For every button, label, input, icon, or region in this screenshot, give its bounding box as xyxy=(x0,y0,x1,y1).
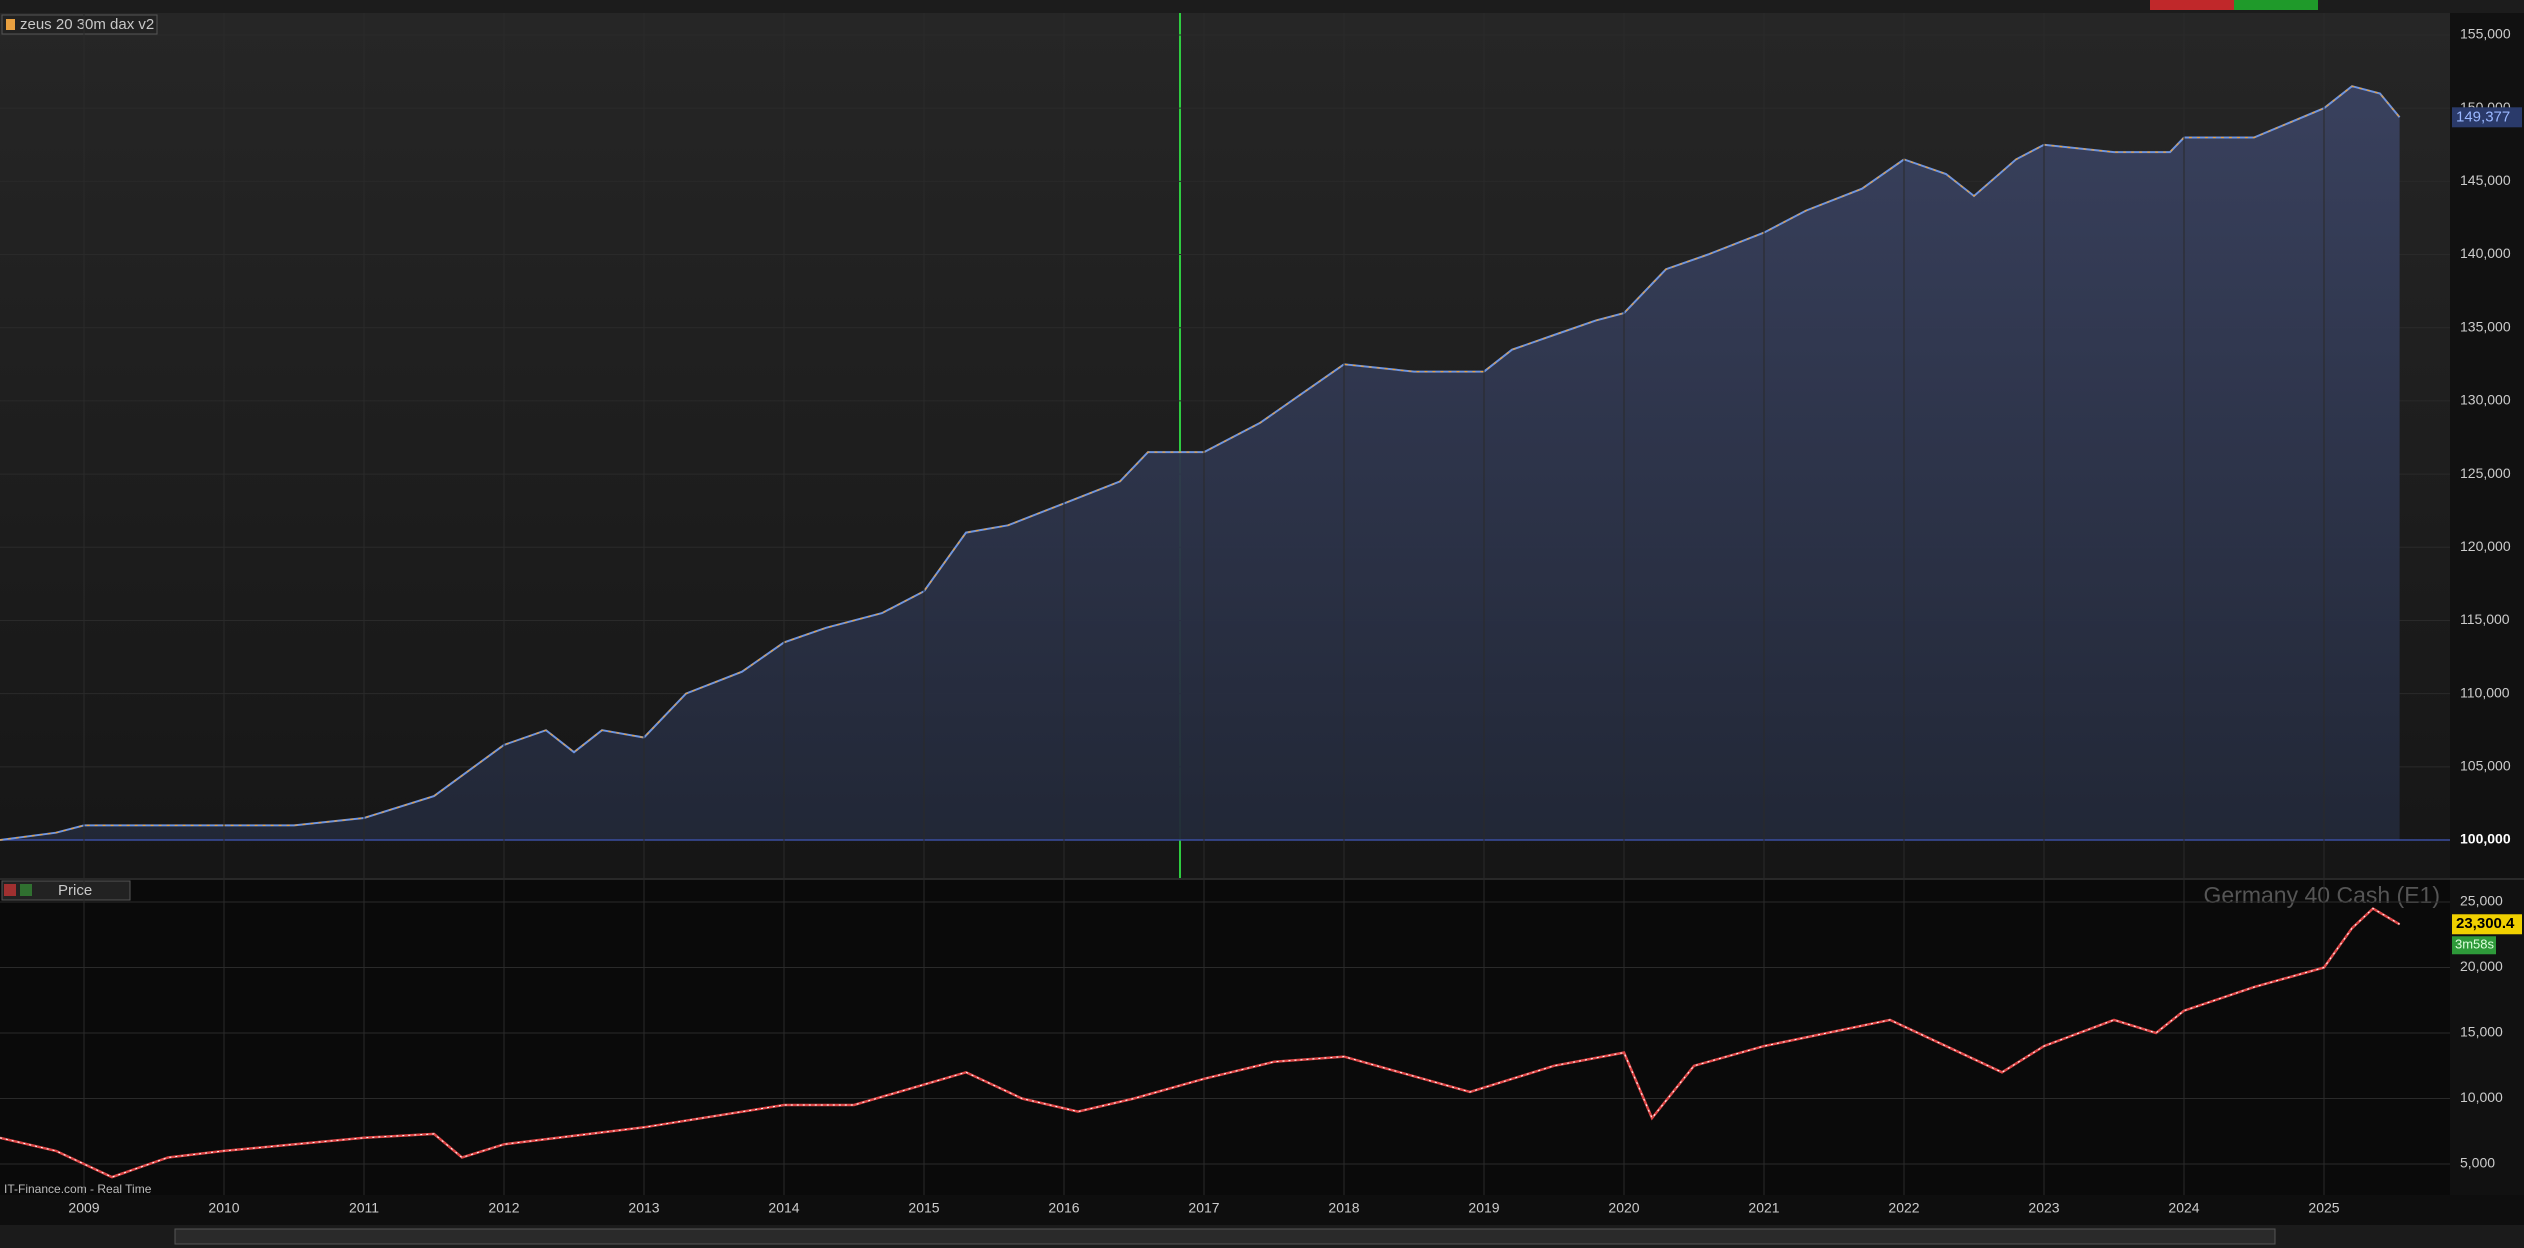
y-tick-label: 20,000 xyxy=(2460,958,2503,974)
x-tick-label: 2016 xyxy=(1048,1200,1079,1216)
countdown-label: 3m58s xyxy=(2455,937,2495,952)
price-panel xyxy=(0,880,2450,1195)
y-tick-label: 130,000 xyxy=(2460,392,2511,408)
x-tick-label: 2011 xyxy=(349,1200,379,1216)
countdown-box xyxy=(2452,936,2496,955)
x-tick-label: 2017 xyxy=(1188,1200,1219,1216)
x-tick-label: 2021 xyxy=(1748,1200,1779,1216)
y-tick-label: 15,000 xyxy=(2460,1024,2503,1040)
top-strip xyxy=(0,0,2524,13)
last-value-box xyxy=(2452,914,2522,935)
x-tick-label: 2025 xyxy=(2308,1200,2339,1216)
y-tick-label: 145,000 xyxy=(2460,172,2511,188)
indicator-title: zeus 20 30m dax v2 xyxy=(20,16,154,33)
y-tick-label: 125,000 xyxy=(2460,465,2511,481)
price-tab[interactable] xyxy=(1,880,131,901)
x-tick-label: 2020 xyxy=(1608,1200,1639,1216)
indicator-tab[interactable] xyxy=(1,14,158,35)
price-title: Price xyxy=(58,882,92,899)
y-tick-label: 25,000 xyxy=(2460,893,2503,909)
x-tick-label: 2019 xyxy=(1468,1200,1499,1216)
last-value-label: 149,377 xyxy=(2456,108,2510,125)
y-tick-label: 120,000 xyxy=(2460,538,2511,554)
x-tick-label: 2014 xyxy=(768,1200,799,1216)
y-tick-label: 140,000 xyxy=(2460,245,2511,261)
scrollbar[interactable] xyxy=(174,1228,2276,1245)
area-fill xyxy=(0,86,2400,840)
price-line xyxy=(0,906,2401,1179)
x-tick-label: 2012 xyxy=(488,1200,519,1216)
y-tick-label: 115,000 xyxy=(2460,611,2510,627)
y-tick-label: 5,000 xyxy=(2460,1155,2495,1171)
y-tick-label: 110,000 xyxy=(2460,684,2510,700)
y-tick-label: 155,000 xyxy=(2460,26,2511,42)
y-tick-label: 100,000 xyxy=(2460,831,2511,847)
instrument-name: Germany 40 Cash (E1) xyxy=(2204,882,2440,908)
last-value-label: 23,300.4 xyxy=(2456,915,2515,932)
sell-button[interactable] xyxy=(2150,0,2234,10)
y-tick-label: 10,000 xyxy=(2460,1089,2503,1105)
x-tick-label: 2024 xyxy=(2168,1200,2199,1216)
x-tick-label: 2022 xyxy=(1888,1200,1919,1216)
y-tick-label: 105,000 xyxy=(2460,758,2511,774)
buy-button[interactable] xyxy=(2234,0,2318,10)
price-axis xyxy=(2450,13,2524,1195)
x-tick-label: 2013 xyxy=(628,1200,659,1216)
equity-line xyxy=(0,85,2401,841)
tab-icon[interactable] xyxy=(20,884,32,896)
charts: 100,000 105,000 110,000 115,000 120,000 125,0… xyxy=(0,13,2522,1216)
y-tick-label: 135,000 xyxy=(2460,318,2511,334)
x-tick-label: 2009 xyxy=(68,1200,99,1216)
x-tick-label: 2023 xyxy=(2028,1200,2059,1216)
x-tick-label: 2018 xyxy=(1328,1200,1359,1216)
indicator-icon xyxy=(6,19,15,30)
x-tick-label: 2015 xyxy=(908,1200,939,1216)
tab-icon[interactable] xyxy=(4,884,16,896)
last-value-box xyxy=(2452,107,2522,128)
data-source: IT-Finance.com - Real Time xyxy=(4,1182,152,1196)
time-axis xyxy=(0,1195,2524,1225)
x-tick-label: 2010 xyxy=(208,1200,239,1216)
